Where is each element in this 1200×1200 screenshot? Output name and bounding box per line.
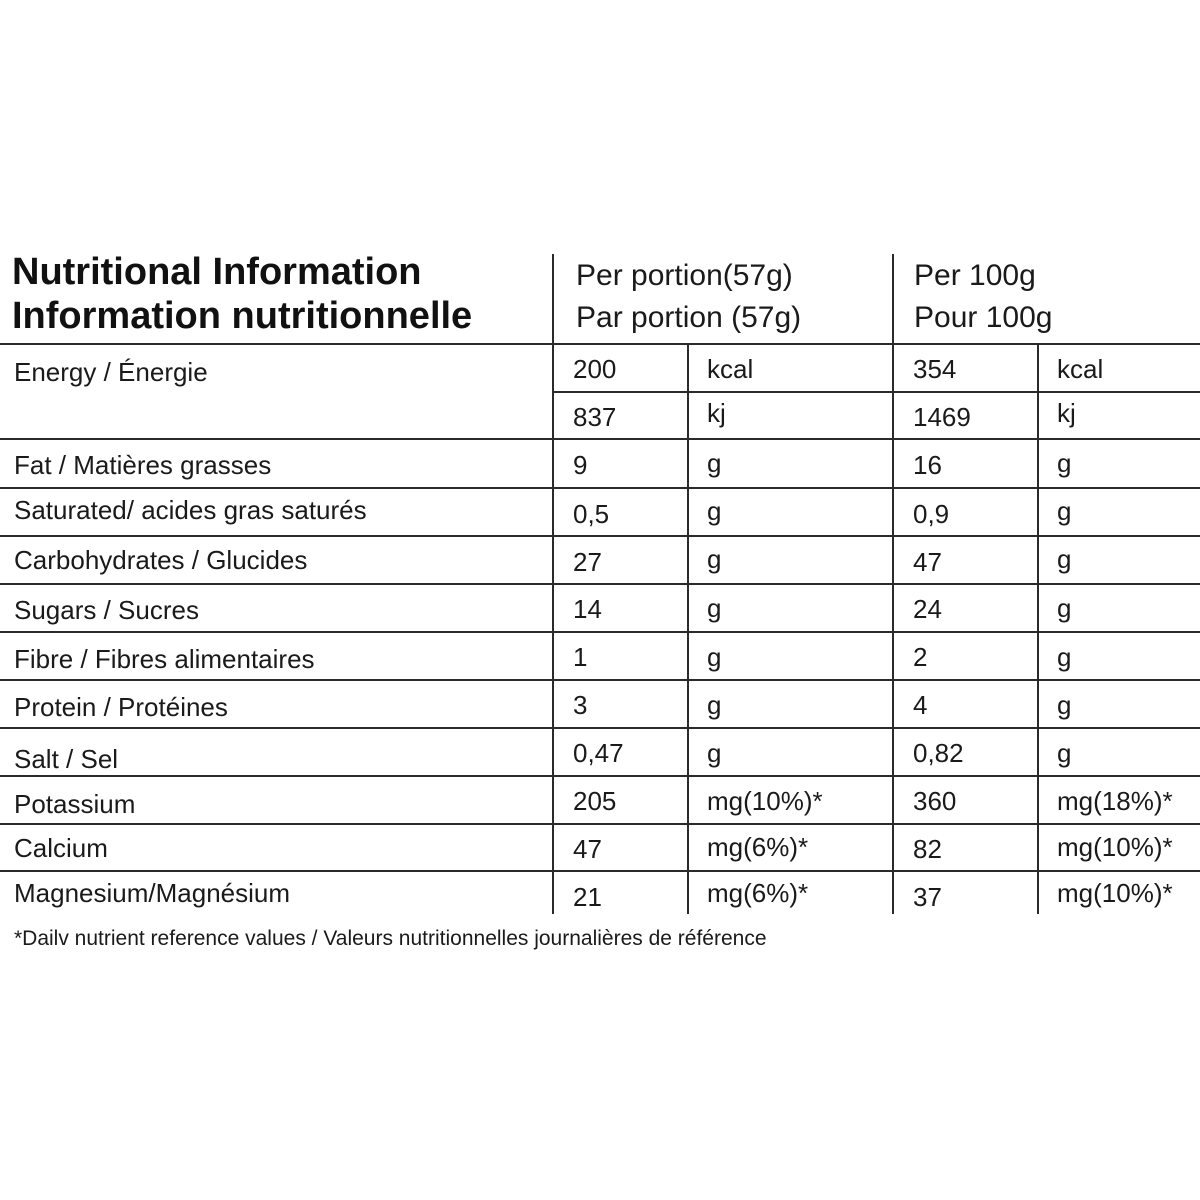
title-english: Nutritional Information: [12, 251, 422, 293]
energy-kcal-portion-unit: kcal: [707, 354, 754, 384]
row-per100-unit: g: [1057, 544, 1072, 574]
row-label: Potassium: [14, 789, 136, 819]
row-label: Fibre / Fibres alimentaires: [14, 644, 315, 674]
row-portion-value: 0,5: [573, 499, 610, 529]
header-per-portion-en: Per portion(57g): [576, 259, 793, 292]
row-portion-unit: mg(6%)*: [707, 832, 809, 862]
row-divider: [0, 727, 1200, 729]
row-portion-value: 0,47: [573, 738, 624, 768]
row-per100-value: 82: [913, 834, 942, 864]
row-divider-energy-sub: [553, 391, 1200, 393]
row-label: Fat / Matières grasses: [14, 450, 272, 480]
row-portion-unit: g: [707, 738, 722, 768]
row-portion-unit: mg(6%)*: [707, 878, 809, 908]
row-label: Magnesium/Magnésium: [14, 878, 291, 908]
row-divider: [0, 631, 1200, 633]
row-portion-unit: g: [707, 496, 722, 526]
row-label: Carbohydrates / Glucides: [14, 545, 308, 575]
row-portion-unit: g: [707, 544, 722, 574]
row-per100-unit: g: [1057, 593, 1072, 623]
row-per100-unit: g: [1057, 642, 1072, 672]
energy-kcal-per100: 354: [913, 354, 957, 384]
row-label: Salt / Sel: [14, 744, 119, 774]
row-label: Protein / Protéines: [14, 692, 228, 722]
header-per-portion-fr: Par portion (57g): [576, 301, 802, 334]
row-portion-value: 14: [573, 594, 602, 624]
footnote: *Dailv nutrient reference values / Valeu…: [14, 927, 767, 950]
row-portion-unit: g: [707, 593, 722, 623]
row-per100-unit: g: [1057, 496, 1072, 526]
row-divider: [0, 535, 1200, 537]
row-per100-value: 4: [913, 690, 928, 720]
row-portion-unit: mg(10%)*: [707, 786, 823, 816]
row-per100-unit: mg(10%)*: [1057, 832, 1173, 862]
row-per100-value: 0,9: [913, 499, 950, 529]
row-per100-value: 47: [913, 547, 942, 577]
table-title: Nutritional Information Information nutr…: [12, 250, 472, 338]
row-per100-unit: g: [1057, 738, 1072, 768]
header-per-portion: Per portion(57g) Par portion (57g): [576, 255, 801, 339]
row-divider: [0, 679, 1200, 681]
row-per100-value: 37: [913, 882, 942, 912]
row-portion-value: 9: [573, 450, 588, 480]
energy-kcal-per100-unit: kcal: [1057, 354, 1104, 384]
row-label: Calcium: [14, 833, 108, 863]
row-portion-value: 27: [573, 547, 602, 577]
row-portion-value: 1: [573, 642, 588, 672]
row-divider: [0, 870, 1200, 872]
column-divider-portion-unit: [687, 344, 689, 914]
row-per100-value: 2: [913, 642, 928, 672]
row-portion-unit: g: [707, 448, 722, 478]
row-per100-value: 360: [913, 786, 957, 816]
row-label: Saturated/ acides gras saturés: [14, 495, 367, 525]
row-divider: [0, 343, 1200, 345]
row-portion-value: 3: [573, 690, 588, 720]
row-divider: [0, 583, 1200, 585]
energy-kj-per100-unit: kj: [1057, 398, 1076, 428]
row-divider: [0, 823, 1200, 825]
row-per100-unit: g: [1057, 448, 1072, 478]
row-per100-value: 0,82: [913, 738, 964, 768]
header-per-100g-fr: Pour 100g: [914, 301, 1053, 334]
row-per100-unit: mg(10%)*: [1057, 878, 1173, 908]
energy-kj-portion: 837: [573, 402, 617, 432]
row-portion-value: 47: [573, 834, 602, 864]
energy-label: Energy / Énergie: [14, 357, 208, 387]
row-label: Sugars / Sucres: [14, 595, 199, 625]
row-portion-value: 205: [573, 786, 617, 816]
header-per-100g-en: Per 100g: [914, 259, 1036, 292]
row-per100-unit: g: [1057, 690, 1072, 720]
column-divider-per100-unit: [1037, 344, 1039, 914]
row-divider: [0, 775, 1200, 777]
row-portion-value: 21: [573, 882, 602, 912]
energy-kcal-portion: 200: [573, 354, 617, 384]
row-portion-unit: g: [707, 690, 722, 720]
row-per100-value: 24: [913, 594, 942, 624]
row-divider: [0, 438, 1200, 440]
row-per100-value: 16: [913, 450, 942, 480]
row-portion-unit: g: [707, 642, 722, 672]
row-divider: [0, 487, 1200, 489]
header-per-100g: Per 100g Pour 100g: [914, 255, 1052, 339]
row-per100-unit: mg(18%)*: [1057, 786, 1173, 816]
title-french: Information nutritionnelle: [12, 295, 473, 337]
energy-kj-per100: 1469: [913, 402, 971, 432]
energy-kj-portion-unit: kj: [707, 398, 726, 428]
